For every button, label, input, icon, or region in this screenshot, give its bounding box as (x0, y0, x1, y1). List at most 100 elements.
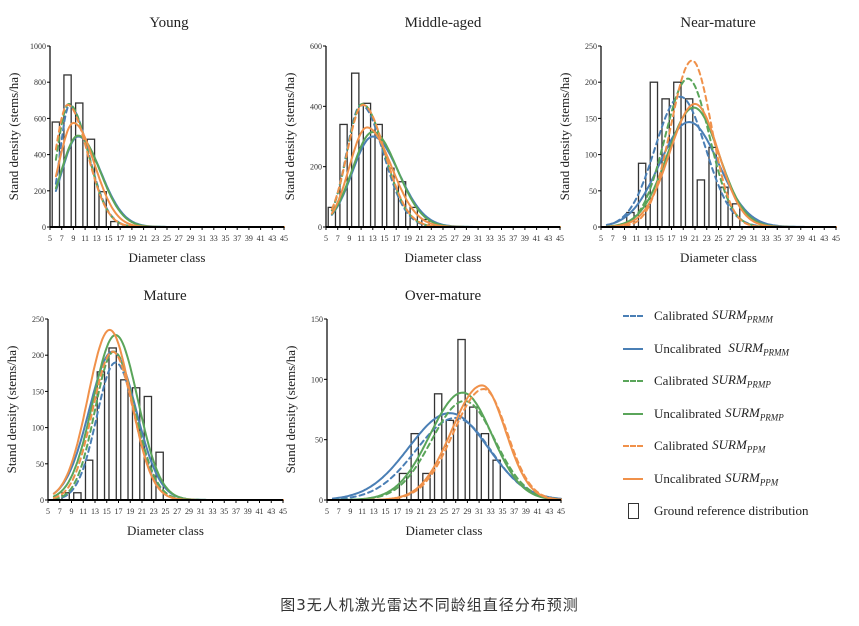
legend-label: Calibrated (654, 308, 709, 324)
legend-label: Calibrated (654, 438, 709, 454)
x-tick-label: 17 (116, 234, 124, 243)
x-tick-label: 19 (126, 507, 134, 516)
x-tick-label: 21 (691, 234, 699, 243)
legend-item-calibrated-prmm: Calibrated SURMPRMM (622, 300, 809, 333)
x-tick-label: 29 (185, 507, 193, 516)
x-tick-label: 15 (103, 507, 111, 516)
x-tick-label: 7 (60, 234, 64, 243)
x-tick-label: 19 (679, 234, 687, 243)
uncalibrated-prmp-curve (52, 333, 284, 501)
y-tick-label: 50 (315, 436, 323, 445)
y-tick-label: 400 (34, 151, 46, 160)
x-tick-label: 5 (325, 507, 329, 516)
ground-reference-bar (362, 102, 372, 228)
x-tick-label: 13 (369, 234, 377, 243)
solid-line-icon (622, 412, 644, 415)
x-tick-label: 43 (545, 507, 553, 516)
ground-reference-bar (696, 179, 706, 228)
x-tick-label: 31 (474, 234, 482, 243)
y-tick-label: 600 (310, 42, 322, 51)
x-tick-label: 35 (499, 507, 507, 516)
x-tick-label: 17 (115, 507, 123, 516)
y-tick-label: 200 (34, 187, 46, 196)
y-tick-label: 0 (593, 223, 597, 232)
calibrated-prmm-curve (330, 103, 561, 228)
x-tick-label: 11 (358, 507, 366, 516)
y-tick-label: 100 (311, 375, 323, 384)
ground-reference-bar (684, 98, 694, 228)
x-tick-label: 23 (150, 507, 158, 516)
ground-reference-bar (73, 492, 82, 501)
x-tick-label: 39 (244, 507, 252, 516)
x-tick-label: 19 (128, 234, 136, 243)
dashed-line-icon (622, 445, 644, 448)
y-tick-label: 200 (585, 78, 597, 87)
x-tick-label: 9 (623, 234, 627, 243)
y-tick-label: 800 (34, 78, 46, 87)
legend-label: Ground reference distribution (654, 503, 809, 519)
x-tick-label: 43 (820, 234, 828, 243)
y-axis-label: Stand density (stems/ha) (6, 73, 21, 201)
x-tick-label: 25 (439, 234, 447, 243)
x-tick-label: 39 (797, 234, 805, 243)
legend-label: Calibrated (654, 373, 709, 389)
x-tick-label: 13 (644, 234, 652, 243)
x-tick-label: 17 (392, 234, 400, 243)
x-tick-label: 31 (198, 234, 206, 243)
x-tick-label: 17 (393, 507, 401, 516)
x-tick-label: 29 (738, 234, 746, 243)
chart-title: Near-mature (680, 15, 756, 31)
x-tick-label: 39 (522, 507, 530, 516)
calibrated-ppm-curve (330, 103, 561, 228)
x-tick-label: 43 (544, 234, 552, 243)
calibrated-ppm-curve (605, 59, 837, 228)
x-tick-label: 25 (440, 507, 448, 516)
legend-item-uncalibrated-ppm: Uncalibrated SURMPPM (622, 463, 809, 496)
x-tick-label: 35 (222, 234, 230, 243)
y-axis-label: Stand density (stems/ha) (283, 346, 298, 474)
x-tick-label: 27 (726, 234, 734, 243)
y-tick-label: 0 (42, 223, 46, 232)
solid-line-icon (622, 477, 644, 480)
x-tick-label: 15 (382, 507, 390, 516)
x-tick-label: 33 (762, 234, 770, 243)
ground-reference-bar (649, 81, 659, 228)
dashed-line-icon (622, 315, 644, 318)
legend-item-calibrated-prmp: Calibrated SURMPRMP (622, 365, 809, 398)
x-axis-label: Diameter class (129, 250, 206, 265)
x-tick-label: 15 (656, 234, 664, 243)
x-tick-label: 37 (233, 234, 241, 243)
y-tick-label: 250 (32, 315, 44, 324)
x-tick-label: 45 (832, 234, 840, 243)
x-tick-label: 37 (232, 507, 240, 516)
legend-model: SURMPPM (725, 469, 779, 488)
x-tick-label: 41 (256, 507, 264, 516)
x-tick-label: 11 (79, 507, 87, 516)
calibrated-prmp-curve (605, 77, 837, 228)
legend-item-uncalibrated-prmm: Uncalibrated SURMPRMM (622, 333, 809, 366)
x-tick-label: 39 (521, 234, 529, 243)
x-axis-label: Diameter class (405, 250, 482, 265)
x-tick-label: 21 (140, 234, 148, 243)
bar-box-icon (622, 503, 644, 520)
x-axis-label: Diameter class (127, 523, 204, 538)
chart-panel-near-mature: Near-mature Stand density (stems/ha) Diame… (557, 15, 840, 265)
x-tick-label: 11 (357, 234, 365, 243)
legend-model: SURMPRMM (728, 339, 790, 358)
x-tick-label: 21 (417, 507, 425, 516)
chart-title: Young (149, 15, 189, 31)
ground-reference-bar (120, 379, 129, 501)
y-tick-label: 400 (310, 102, 322, 111)
y-axis-label: Stand density (stems/ha) (4, 346, 19, 474)
x-tick-label: 9 (347, 234, 351, 243)
x-tick-label: 27 (451, 234, 459, 243)
y-tick-label: 100 (32, 424, 44, 433)
legend-item-uncalibrated-prmp: Uncalibrated SURMPRMP (622, 398, 809, 431)
calibrated-ppm-curve (52, 350, 284, 501)
x-tick-label: 33 (486, 234, 494, 243)
calibrated-prmm-curve (54, 104, 285, 228)
y-axis-label: Stand density (stems/ha) (557, 73, 572, 201)
y-tick-label: 50 (589, 187, 597, 196)
uncalibrated-prmp-curve (605, 106, 837, 228)
x-tick-label: 41 (809, 234, 817, 243)
